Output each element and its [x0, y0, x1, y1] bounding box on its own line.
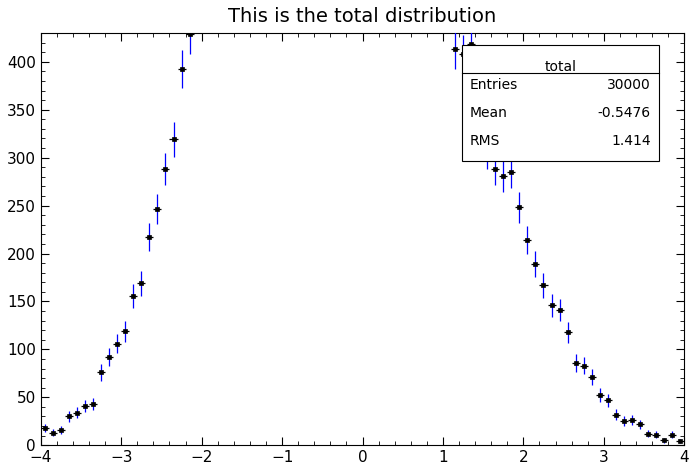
Text: RMS: RMS	[470, 135, 500, 148]
Text: -0.5476: -0.5476	[598, 106, 651, 120]
FancyBboxPatch shape	[462, 45, 658, 161]
Text: Entries: Entries	[470, 78, 519, 93]
Title: This is the total distribution: This is the total distribution	[228, 7, 497, 26]
Text: Mean: Mean	[470, 106, 508, 120]
Text: 1.414: 1.414	[611, 135, 651, 148]
Text: 30000: 30000	[607, 78, 651, 93]
Text: total: total	[544, 60, 576, 74]
